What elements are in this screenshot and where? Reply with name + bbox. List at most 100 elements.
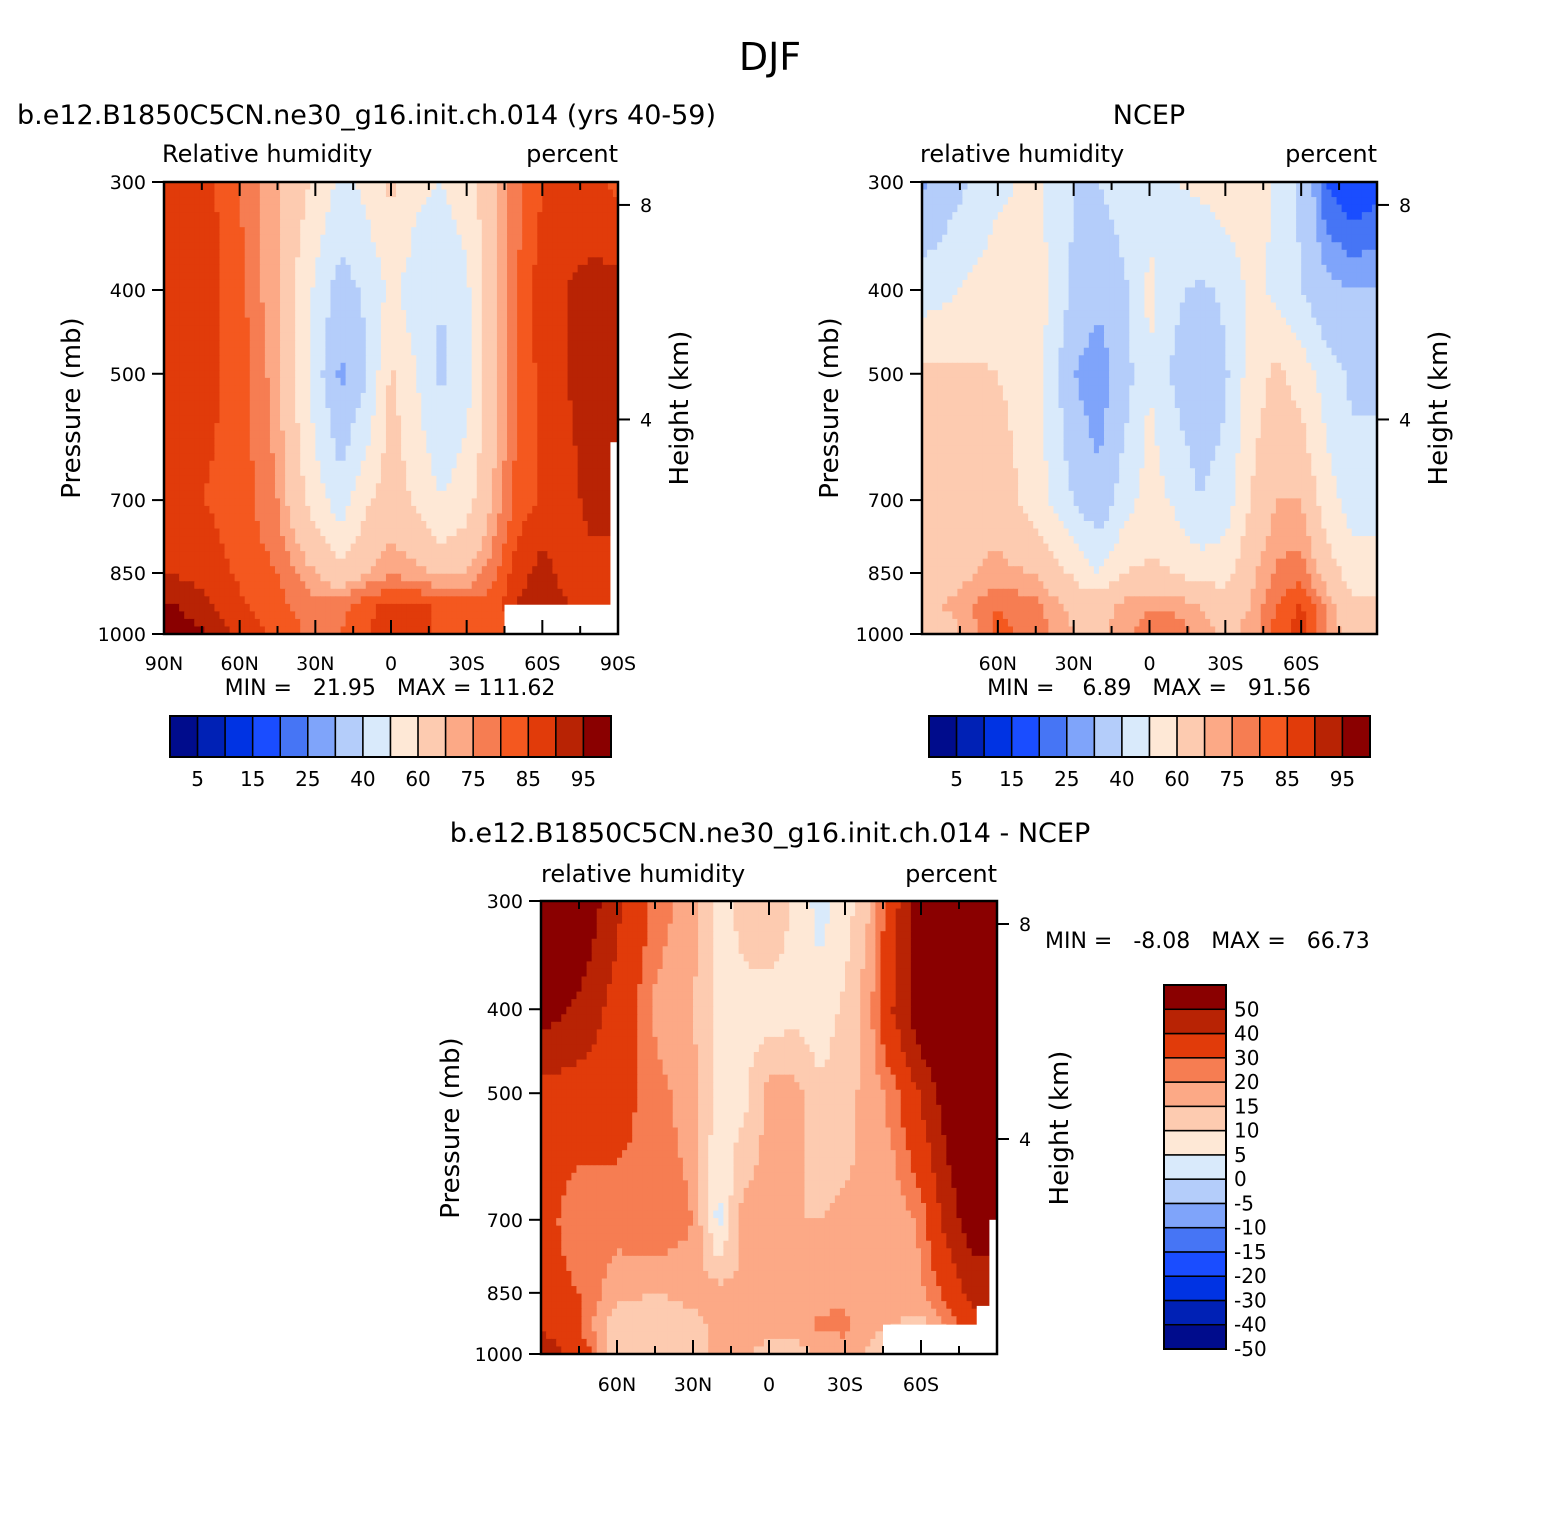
field-cell (300, 543, 306, 552)
field-cell (612, 279, 619, 289)
field-cell (557, 295, 564, 304)
field-cell (219, 408, 226, 417)
field-cell (310, 264, 316, 273)
field-cell (360, 438, 367, 447)
field-cell (597, 543, 604, 552)
field-cell (325, 596, 332, 605)
field-cell (421, 581, 427, 590)
field-cell (224, 340, 231, 349)
field-cell (431, 438, 437, 447)
field-cell (527, 423, 533, 432)
field-cell (451, 408, 458, 417)
field-cell (411, 536, 417, 545)
field-cell (496, 483, 503, 492)
field-cell (179, 581, 185, 590)
field-cell (512, 423, 518, 432)
field-cell (244, 551, 251, 560)
field-cell (204, 392, 210, 402)
field-cell (461, 272, 468, 281)
field-cell (375, 377, 382, 386)
field-cell (496, 295, 503, 304)
field-cell (446, 204, 453, 213)
field-cell (436, 189, 443, 198)
field-cell (557, 551, 564, 560)
field-cell (446, 362, 453, 371)
field-cell (320, 287, 327, 296)
field-cell (194, 551, 200, 560)
field-cell (507, 445, 513, 454)
field-cell (552, 460, 559, 469)
field-cell (607, 355, 614, 364)
field-cell (501, 287, 508, 296)
field-cell (507, 204, 513, 213)
field-cell (239, 475, 246, 484)
field-cell (264, 295, 271, 304)
field-cell (224, 377, 231, 386)
field-cell (471, 423, 478, 432)
field-cell (517, 490, 523, 499)
field-cell (567, 257, 574, 266)
field-cell (320, 536, 327, 545)
field-cell (527, 355, 533, 364)
field-cell (461, 317, 468, 326)
field-cell (597, 189, 604, 198)
field-cell (280, 551, 286, 560)
field-cell (597, 332, 604, 341)
field-cell (496, 212, 503, 221)
field-cell (290, 370, 296, 379)
field-cell (411, 408, 417, 417)
field-cell (557, 438, 564, 447)
field-cell (562, 295, 569, 304)
field-cell (607, 197, 614, 206)
field-cell (552, 528, 559, 537)
field-cell (466, 415, 473, 424)
field-cell (280, 453, 286, 462)
field-cell (169, 573, 175, 582)
field-cell (254, 279, 261, 289)
field-cell (194, 317, 200, 326)
field-cell (214, 234, 221, 243)
field-cell (406, 566, 412, 575)
field-cell (320, 528, 327, 537)
field-cell (517, 347, 523, 356)
field-cell (259, 423, 266, 432)
field-cell (491, 551, 498, 560)
field-cell (330, 212, 337, 221)
field-cell (174, 302, 180, 311)
field-cell (214, 257, 221, 266)
field-cell (532, 551, 538, 560)
field-cell (507, 295, 513, 304)
field-cell (169, 536, 175, 545)
field-cell (199, 566, 205, 575)
field-cell (542, 551, 548, 560)
field-cell (340, 377, 347, 386)
field-cell (219, 234, 226, 243)
field-cell (582, 287, 589, 296)
field-cell (189, 264, 195, 273)
field-cell (355, 581, 362, 590)
field-cell (532, 400, 538, 409)
field-cell (456, 573, 463, 582)
field-cell (411, 483, 417, 492)
field-cell (416, 392, 422, 402)
field-cell (597, 272, 604, 281)
field-cell (300, 219, 306, 228)
field-cell (481, 227, 488, 236)
field-cell (375, 475, 382, 484)
field-cell (522, 310, 528, 319)
field-cell (577, 340, 584, 349)
field-cell (350, 272, 357, 281)
field-cell (547, 588, 554, 597)
field-cell (471, 392, 478, 402)
field-cell (280, 566, 286, 575)
field-cell (189, 408, 195, 417)
field-cell (406, 581, 412, 590)
field-cell (269, 490, 276, 499)
field-cell (214, 310, 221, 319)
field-cell (572, 272, 579, 281)
field-cell (507, 483, 513, 492)
field-cell (269, 400, 276, 409)
field-cell (239, 197, 246, 206)
field-cell (244, 423, 251, 432)
field-cell (234, 521, 241, 530)
